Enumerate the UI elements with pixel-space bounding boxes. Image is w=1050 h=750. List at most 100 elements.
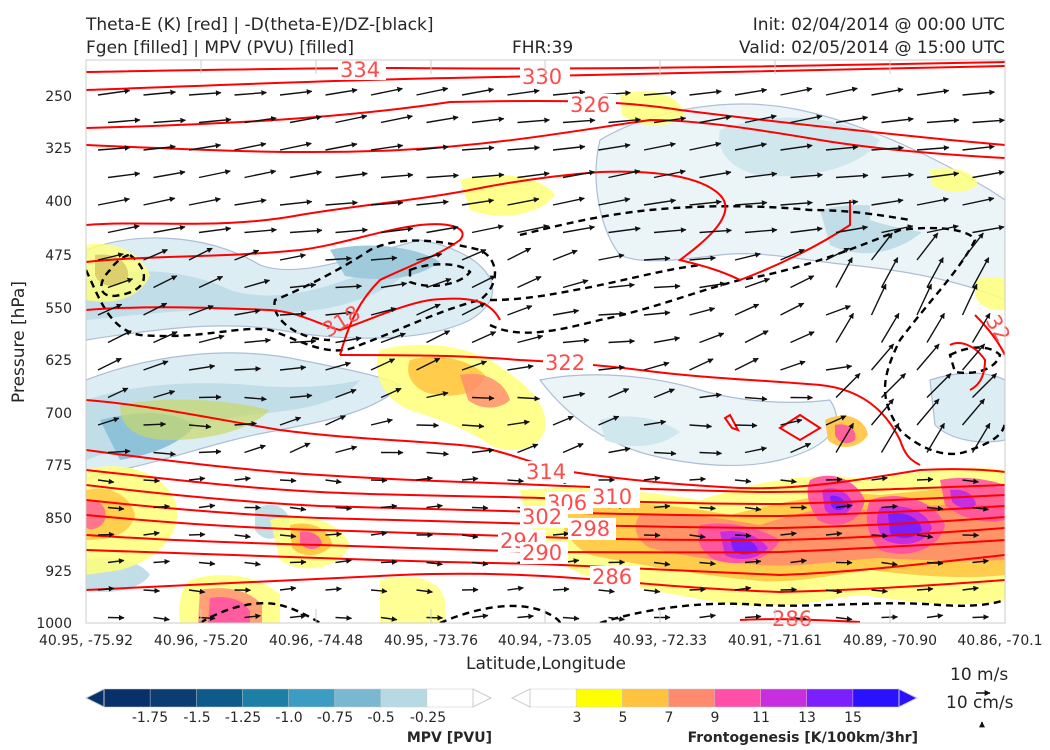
- y-tick: 625: [45, 353, 72, 369]
- wind-vector: [188, 531, 206, 538]
- wind-vector: [881, 503, 899, 510]
- wind-vector: [426, 560, 443, 567]
- wind-vector: [244, 227, 277, 234]
- wind-vector: [825, 86, 858, 96]
- wind-vector: [97, 252, 124, 261]
- wind-vector: [335, 615, 353, 621]
- contour-label-334: 334: [340, 58, 380, 82]
- wind-vector: [926, 117, 960, 124]
- wind-vector: [416, 588, 433, 595]
- wind-vector: [188, 197, 221, 206]
- wind-vector: [881, 561, 898, 567]
- wind-vector: [608, 282, 635, 289]
- wind-vector: [244, 613, 261, 620]
- contour-label-286-lower: 286: [772, 607, 812, 631]
- wind-vector: [926, 560, 944, 566]
- wind-vector: [699, 392, 722, 399]
- wind-vector: [744, 171, 778, 179]
- wind-vector: [370, 530, 388, 537]
- wind-vector: [780, 478, 797, 485]
- wind-vector: [279, 364, 307, 371]
- wind-vector: [188, 305, 214, 316]
- mpv-colorbar-swatch: [103, 688, 151, 708]
- wind-vector: [734, 87, 768, 96]
- wind-vector: [653, 116, 687, 124]
- wind-vector: [790, 615, 807, 622]
- wind-vector: [188, 476, 206, 482]
- wind-vector: [107, 448, 131, 455]
- fgen-colorbar-arrow-left: [510, 688, 531, 708]
- wind-vector: [198, 560, 216, 567]
- wind-vector: [471, 560, 489, 567]
- wind-vector: [380, 226, 414, 234]
- wind-vector: [643, 310, 671, 316]
- wind-vector: [653, 388, 675, 399]
- wind-vector: [335, 336, 362, 344]
- wind-vector: [370, 588, 388, 594]
- wind-vector: [416, 86, 449, 96]
- wind-vector: [370, 255, 398, 262]
- wind-vector: [279, 253, 307, 261]
- wind-vector: [244, 396, 267, 402]
- wind-vector: [871, 145, 904, 151]
- wind-vector: [97, 531, 115, 538]
- wind-vector: [962, 89, 995, 96]
- wind-ref-horizontal: 10 m/s: [950, 665, 1008, 685]
- wind-vector: [335, 171, 368, 179]
- wind-vector: [916, 476, 934, 483]
- wind-vector: [871, 475, 888, 482]
- wind-vector: [188, 588, 206, 595]
- wind-vector: [97, 88, 131, 96]
- y-tick: 850: [45, 511, 72, 527]
- wind-vector: [107, 277, 134, 289]
- valid-time: Valid: 02/05/2014 @ 15:00 UTC: [739, 38, 1005, 58]
- wind-vector: [416, 357, 441, 371]
- wind-vector: [790, 114, 823, 124]
- wind-vector: [881, 172, 914, 179]
- fgen-colorbar-swatch: [622, 688, 670, 708]
- wind-vector: [471, 395, 495, 401]
- wind-vector: [825, 588, 843, 595]
- wind-vector: [825, 476, 843, 483]
- wind-vector: [780, 143, 813, 151]
- wind-vector: [507, 419, 530, 426]
- wind-vector: [689, 255, 716, 262]
- wind-vector: [734, 422, 758, 429]
- wind-vector: [972, 506, 989, 512]
- fgen-tick: 3: [573, 710, 582, 726]
- fgen-tick: 9: [711, 710, 720, 726]
- wind-vector: [325, 310, 352, 316]
- wind-vector: [426, 172, 459, 179]
- y-tick: 550: [45, 301, 72, 317]
- wind-vector: [734, 252, 761, 261]
- wind-vector: [97, 478, 115, 485]
- wind-vector: [961, 343, 986, 371]
- wind-vector: [780, 360, 806, 371]
- wind-vector: [279, 416, 302, 426]
- wind-vector: [507, 364, 534, 371]
- wind-vector: [143, 530, 160, 537]
- wind-vector: [598, 253, 625, 261]
- wind-vector: [426, 503, 443, 509]
- wind-vector: [744, 446, 768, 454]
- wind-vector: [552, 415, 574, 426]
- wind-vector: [198, 226, 232, 234]
- fgen-colorbar-swatch: [575, 688, 623, 708]
- wind-vector: [198, 334, 225, 344]
- wind-vector: [562, 117, 596, 124]
- x-axis: 40.95, -75.92 40.96, -75.20 40.96, -74.4…: [39, 633, 1043, 674]
- fgen-colorbar-swatch: [806, 688, 854, 708]
- fgen-colorbar-swatch: [668, 688, 716, 708]
- wind-vector: [699, 114, 732, 124]
- wind-vector: [461, 360, 488, 371]
- wind-vector: [871, 532, 889, 539]
- wind-vector: [825, 415, 847, 426]
- wind-vector: [234, 141, 267, 151]
- mpv-tick: -1.5: [183, 710, 210, 726]
- fgen-tick: 7: [665, 710, 674, 726]
- wind-vector: [608, 117, 641, 124]
- mpv-colorbar-title: MPV [PVU]: [407, 730, 492, 746]
- wind-vector: [289, 170, 323, 179]
- wind-vector: [198, 503, 216, 509]
- wind-vector: [825, 247, 850, 261]
